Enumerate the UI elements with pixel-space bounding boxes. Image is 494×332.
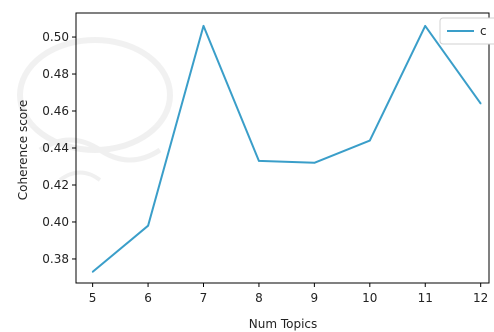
x-tick-label: 6 bbox=[144, 291, 152, 305]
legend: c bbox=[439, 17, 494, 45]
data-point bbox=[91, 271, 94, 273]
data-point bbox=[369, 139, 371, 142]
x-tick-label: 5 bbox=[89, 291, 97, 305]
legend-label: c bbox=[480, 24, 487, 38]
x-tick-label: 10 bbox=[362, 291, 377, 305]
x-axis: 5 6 7 8 9 10 11 12 bbox=[89, 283, 488, 305]
x-axis-title: Num Topics bbox=[249, 317, 318, 331]
plot-frame bbox=[75, 12, 490, 284]
data-point bbox=[258, 160, 260, 162]
y-tick-label: 0.44 bbox=[42, 141, 69, 155]
y-tick-label: 0.46 bbox=[42, 104, 69, 118]
series-layer bbox=[91, 24, 482, 273]
x-tick-label: 7 bbox=[200, 291, 208, 305]
watermark-logo bbox=[17, 37, 173, 182]
x-tick-label: 11 bbox=[418, 291, 433, 305]
data-point bbox=[424, 25, 427, 27]
y-axis-title: Coherence score bbox=[16, 100, 30, 200]
data-point bbox=[202, 25, 205, 27]
y-tick-label: 0.42 bbox=[42, 178, 69, 192]
data-point bbox=[313, 161, 316, 164]
data-point bbox=[479, 102, 482, 105]
series-line-c bbox=[91, 24, 482, 273]
x-tick-label: 12 bbox=[473, 291, 488, 305]
y-tick-label: 0.48 bbox=[42, 67, 69, 81]
y-axis: 0.38 0.40 0.42 0.44 0.46 0.48 0.50 bbox=[42, 30, 76, 266]
x-tick-label: 9 bbox=[311, 291, 319, 305]
data-point bbox=[147, 224, 149, 227]
y-tick-label: 0.50 bbox=[42, 30, 69, 44]
y-tick-label: 0.38 bbox=[42, 252, 69, 266]
y-tick-label: 0.40 bbox=[42, 215, 69, 229]
x-tick-label: 8 bbox=[255, 291, 263, 305]
